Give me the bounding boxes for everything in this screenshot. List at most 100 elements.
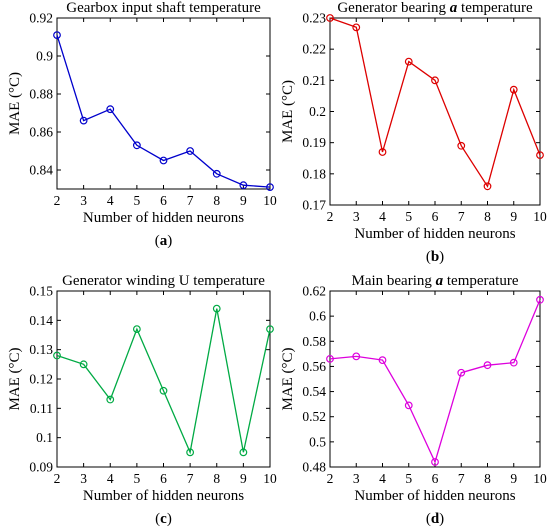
x-tick-label: 9 (510, 471, 517, 486)
data-point (239, 448, 248, 457)
data-point (404, 401, 413, 410)
x-tick-label: 6 (160, 193, 167, 208)
y-tick-label: 0.23 (302, 11, 326, 26)
chart-title: Main bearing a temperature (351, 273, 518, 289)
x-tick-label: 3 (80, 471, 87, 486)
data-point (53, 351, 61, 360)
chart-panel-a: Gearbox input shaft temperature 2 3 4 5 6 7 8 9 1… (7, 0, 277, 249)
y-tick-label: 0.6 (309, 309, 326, 324)
x-tick-label: 3 (353, 471, 360, 486)
x-tick-label: 10 (263, 193, 277, 208)
panel-letter-paren: ( (155, 511, 160, 527)
y-tick-label: 0.14 (29, 313, 53, 328)
data-point (79, 116, 88, 125)
plot-frame (56, 290, 271, 468)
x-tick-label: 8 (213, 471, 220, 486)
x-tick-label: 7 (187, 193, 194, 208)
x-tick-label: 9 (240, 471, 247, 486)
y-tick-label: 0.62 (302, 284, 326, 299)
y-tick-label: 0.1 (36, 430, 53, 445)
y-tick-label: 0.15 (29, 284, 53, 299)
x-tick-label: 6 (160, 471, 167, 486)
x-tick-label: 10 (263, 471, 277, 486)
y-tick-label: 0.9 (36, 49, 53, 64)
x-axis-label: Number of hidden neurons (354, 488, 515, 504)
chart-panel-c: Generator winding U temperature 2 3 4 5 6 7 8 9 1… (7, 273, 277, 527)
y-tick-label: 0.48 (302, 460, 326, 475)
data-point (483, 361, 492, 370)
chart-title: Gearbox input shaft temperature (66, 0, 261, 16)
data-point (457, 141, 466, 150)
chart-title-part: Generator bearing (337, 0, 449, 16)
data-point (186, 448, 195, 457)
x-tick-label: 6 (432, 209, 439, 224)
data-point (132, 325, 141, 334)
data-point (326, 354, 334, 363)
chart-title-part: Main bearing (351, 273, 435, 289)
x-tick-label: 8 (484, 471, 491, 486)
chart-title: Generator bearing a temperature (337, 0, 533, 16)
panel-letter: (b) (426, 249, 444, 265)
series-line (56, 34, 271, 188)
panel-letter-paren: ( (155, 233, 160, 249)
x-axis-label: Number of hidden neurons (83, 488, 244, 504)
x-tick-label: 7 (187, 471, 194, 486)
panel-letter-char: a (160, 233, 168, 249)
data-point (404, 57, 413, 66)
x-tick-label: 2 (327, 209, 334, 224)
panel-letter-paren: ) (439, 511, 444, 527)
data-point (266, 325, 274, 334)
y-tick-label: 0.56 (302, 359, 326, 374)
y-tick-label: 0.11 (30, 401, 53, 416)
chart-title-italic: a (436, 273, 444, 289)
x-tick-label: 6 (432, 471, 439, 486)
x-tick-label: 4 (379, 471, 386, 486)
y-tick-label: 0.18 (302, 166, 326, 181)
y-tick-label: 0.09 (29, 460, 53, 475)
data-point (352, 23, 361, 32)
y-axis-label: MAE (°C) (280, 347, 296, 410)
data-point (509, 85, 518, 94)
y-tick-label: 0.17 (302, 198, 326, 213)
data-point (431, 458, 439, 466)
data-point (159, 156, 168, 165)
x-tick-label: 5 (405, 209, 412, 224)
panel-letter: (c) (155, 511, 172, 527)
data-point (536, 295, 544, 304)
chart-panel-d: Main bearing a temperature 2 3 4 5 6 7 8 9 10 0.48… (280, 273, 547, 527)
series-line (329, 299, 541, 464)
panel-letter-char: c (160, 511, 167, 527)
x-tick-label: 5 (134, 193, 141, 208)
data-point (132, 141, 141, 150)
chart-panel-b: Generator bearing a temperature 2 3 4 5 6 7 8 9 1… (280, 0, 547, 265)
y-tick-label: 0.2 (309, 104, 326, 119)
data-point (106, 395, 115, 404)
x-tick-label: 5 (134, 471, 141, 486)
data-point (212, 169, 221, 178)
panel-letter: (d) (426, 511, 444, 527)
y-tick-label: 0.54 (302, 384, 326, 399)
chart-title-italic: a (450, 0, 458, 16)
data-point (483, 182, 492, 191)
x-axis-label: Number of hidden neurons (354, 226, 515, 242)
data-point (431, 76, 439, 85)
x-axis-label: Number of hidden neurons (83, 210, 244, 226)
y-tick-label: 0.84 (29, 163, 53, 178)
x-tick-label: 7 (458, 471, 465, 486)
chart-title: Generator winding U temperature (62, 273, 265, 289)
panel-letter-paren: ) (167, 233, 172, 249)
x-tick-label: 3 (353, 209, 360, 224)
data-point (536, 151, 544, 160)
y-tick-label: 0.5 (309, 434, 326, 449)
x-tick-label: 4 (107, 193, 114, 208)
x-tick-label: 10 (533, 209, 547, 224)
y-tick-label: 0.19 (302, 135, 326, 150)
x-tick-label: 9 (240, 193, 247, 208)
panel-letter-paren: ( (426, 249, 431, 265)
data-point (239, 181, 248, 190)
data-point (106, 105, 115, 114)
panel-letter: (a) (155, 233, 173, 249)
data-point (352, 352, 361, 361)
y-tick-label: 0.12 (29, 372, 53, 387)
